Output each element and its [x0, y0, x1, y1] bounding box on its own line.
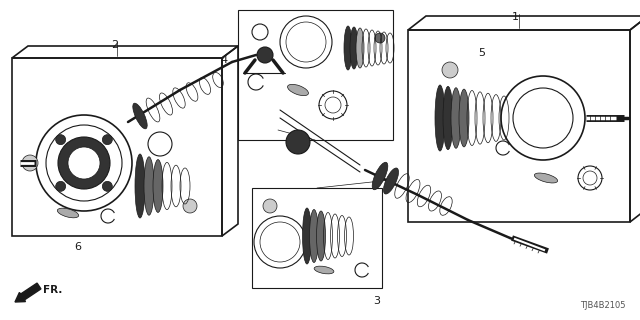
- Bar: [12, 58, 222, 236]
- Text: 4: 4: [220, 55, 227, 65]
- Bar: [238, 10, 393, 140]
- Ellipse shape: [372, 162, 388, 190]
- Circle shape: [56, 135, 66, 145]
- Ellipse shape: [133, 103, 147, 129]
- Ellipse shape: [287, 84, 308, 96]
- Text: TJB4B2105: TJB4B2105: [580, 301, 625, 310]
- Ellipse shape: [459, 89, 469, 147]
- Ellipse shape: [314, 266, 334, 274]
- Text: 3: 3: [373, 296, 380, 306]
- Ellipse shape: [350, 27, 358, 69]
- Text: 2: 2: [111, 40, 118, 50]
- Circle shape: [442, 62, 458, 78]
- Circle shape: [286, 130, 310, 154]
- Ellipse shape: [144, 157, 154, 215]
- Ellipse shape: [303, 208, 312, 264]
- Text: FR.: FR.: [43, 285, 62, 295]
- Circle shape: [183, 199, 197, 213]
- Text: 1: 1: [511, 12, 518, 22]
- Text: 6: 6: [74, 242, 81, 252]
- Bar: [408, 30, 630, 222]
- Ellipse shape: [443, 86, 453, 150]
- Circle shape: [102, 135, 113, 145]
- Circle shape: [68, 147, 100, 179]
- Ellipse shape: [435, 85, 445, 151]
- Circle shape: [58, 137, 110, 189]
- Ellipse shape: [534, 173, 557, 183]
- Text: 5: 5: [478, 48, 485, 58]
- Circle shape: [375, 33, 385, 43]
- Ellipse shape: [344, 26, 352, 70]
- Ellipse shape: [451, 88, 461, 148]
- Ellipse shape: [356, 28, 364, 68]
- Bar: [252, 188, 382, 288]
- Circle shape: [263, 199, 277, 213]
- Ellipse shape: [317, 211, 326, 261]
- Circle shape: [22, 155, 38, 171]
- Ellipse shape: [310, 210, 319, 262]
- Ellipse shape: [383, 168, 399, 194]
- Circle shape: [257, 47, 273, 63]
- Ellipse shape: [153, 160, 163, 212]
- Ellipse shape: [135, 154, 145, 218]
- Circle shape: [56, 181, 66, 191]
- Circle shape: [102, 181, 113, 191]
- FancyArrow shape: [15, 283, 41, 302]
- Ellipse shape: [58, 208, 79, 218]
